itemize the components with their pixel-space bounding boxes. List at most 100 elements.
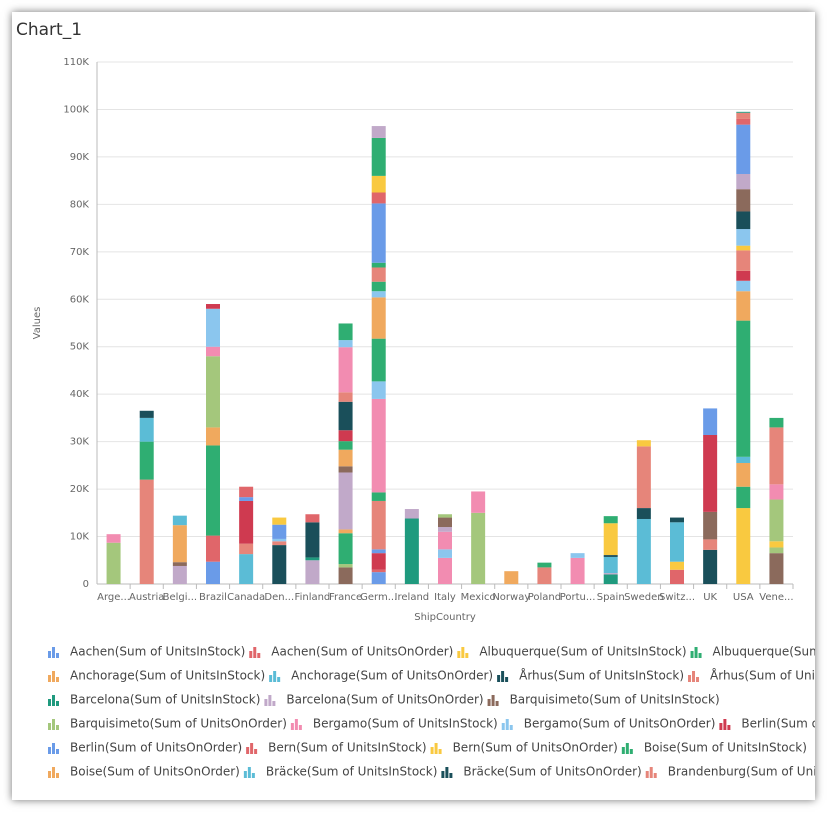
x-tick-label: Italy [434, 592, 456, 603]
bar-segment [338, 472, 353, 530]
bar-segment [338, 401, 353, 431]
bar-segment [736, 229, 751, 246]
legend-item: Bräcke(Sum of UnitsOnOrder) [441, 765, 642, 779]
x-tick-label: Arge... [97, 592, 130, 603]
bar-segment [206, 445, 220, 536]
x-tick-label: USA [733, 592, 754, 603]
bar-segment [338, 564, 353, 568]
bar-segment [703, 539, 718, 550]
bar-segment [537, 562, 552, 568]
bar-segment [736, 508, 751, 584]
x-tick-label: Norway [492, 592, 530, 603]
x-tick-label: UK [703, 592, 717, 603]
bar-segment [206, 346, 220, 357]
legend-label: Bräcke(Sum of UnitsInStock) [266, 765, 438, 779]
bar-segment [206, 308, 220, 347]
legend-item: Bräcke(Sum of UnitsInStock) [243, 765, 438, 779]
legend-item: Bergamo(Sum of UnitsInStock) [290, 717, 498, 731]
bar-segment [736, 111, 751, 113]
bar-segment [338, 347, 353, 393]
bar-segment [371, 262, 386, 268]
bar-segment [272, 541, 287, 546]
bar-segment [769, 417, 784, 428]
bar-segment [338, 529, 353, 534]
legend-label: Berlin(Sum of UnitsInStock) [741, 717, 815, 731]
legend-icon [290, 723, 294, 730]
legend-icon [438, 749, 442, 754]
legend-icon [249, 651, 253, 658]
bar-segment [670, 522, 684, 562]
bar-segment [272, 517, 287, 525]
legend-label: Anchorage(Sum of UnitsInStock) [70, 669, 265, 683]
legend-icon [48, 771, 51, 778]
legend-item: Albuquerque(Sum of UnitsOnOrder) [690, 645, 815, 659]
bar-segment [371, 492, 386, 501]
x-tick-label: Austria [129, 592, 164, 603]
bar-segment [338, 323, 353, 341]
bar-segment [338, 466, 353, 473]
legend-icon [719, 723, 723, 730]
legend-icon [52, 743, 55, 754]
legend-label: Bern(Sum of UnitsOnOrder) [453, 741, 618, 755]
legend-icon [251, 773, 255, 778]
bar-segment [239, 486, 254, 498]
legend-label: Barquisimeto(Sum of UnitsInStock) [510, 693, 720, 707]
legend-label: Barcelona(Sum of UnitsOnOrder) [286, 693, 483, 707]
legend-label: Bern(Sum of UnitsInStock) [268, 741, 426, 755]
bar-segment [371, 137, 386, 176]
legend-item: Bern(Sum of UnitsInStock) [246, 741, 427, 755]
bar-segment [504, 571, 519, 584]
legend-icon [698, 653, 702, 658]
bar-segment [438, 517, 452, 528]
legend-icon [501, 671, 505, 682]
chart-title: Chart_1 [16, 20, 82, 40]
bar-segment [371, 569, 386, 573]
bar-segment [603, 556, 618, 574]
bar-segment [736, 245, 751, 251]
legend-label: Albuquerque(Sum of UnitsOnOrder) [713, 645, 815, 659]
bar-segment [769, 499, 784, 542]
bar-segment [239, 543, 254, 555]
bar-segment [736, 320, 751, 457]
legend-item: Århus(Sum of UnitsInStock) [497, 668, 684, 683]
legend-icon [48, 675, 51, 682]
legend-label: Barcelona(Sum of UnitsInStock) [70, 693, 260, 707]
legend-icon [645, 771, 649, 778]
legend-item: Aachen(Sum of UnitsOnOrder) [249, 645, 453, 659]
legend-item: Boise(Sum of UnitsInStock) [621, 741, 807, 755]
bar-segment [371, 291, 386, 298]
bar-segment [172, 525, 187, 563]
x-tick-label: Germ... [360, 592, 397, 603]
legend-icon [441, 771, 445, 778]
legend-item: Barcelona(Sum of UnitsOnOrder) [264, 693, 484, 707]
legend-icon [273, 671, 277, 682]
legend-label: Boise(Sum of UnitsInStock) [644, 741, 807, 755]
bar-segment [172, 562, 187, 566]
bar-segment [371, 338, 386, 382]
legend-icon [246, 747, 250, 754]
bar-segment [106, 534, 121, 543]
bar-segment [769, 553, 784, 584]
legend-label: Anchorage(Sum of UnitsOnOrder) [291, 669, 493, 683]
legend-icon [254, 749, 258, 754]
bar-segment [736, 462, 751, 487]
bar-segment [438, 549, 452, 558]
bar-segment [769, 541, 784, 548]
bar-segment [239, 554, 254, 584]
legend-icon [56, 773, 59, 778]
bar-segment [769, 547, 784, 554]
bar-segment [404, 518, 419, 584]
x-tick-label: Belgi... [163, 592, 197, 603]
bar-segment [703, 549, 718, 584]
bar-segment [371, 381, 386, 399]
bar-segment [239, 497, 254, 501]
legend-item: Barcelona(Sum of UnitsInStock) [48, 693, 260, 707]
legend-icon [56, 701, 59, 706]
legend-label: Århus(Sum of UnitsOnOrder) [710, 668, 815, 683]
bar-segment [736, 270, 751, 281]
legend-label: Bergamo(Sum of UnitsOnOrder) [524, 717, 716, 731]
bar-segment [438, 527, 452, 532]
legend-item: Anchorage(Sum of UnitsOnOrder) [269, 669, 493, 683]
bar-segment [769, 484, 784, 500]
legend-item: Anchorage(Sum of UnitsInStock) [48, 669, 265, 683]
